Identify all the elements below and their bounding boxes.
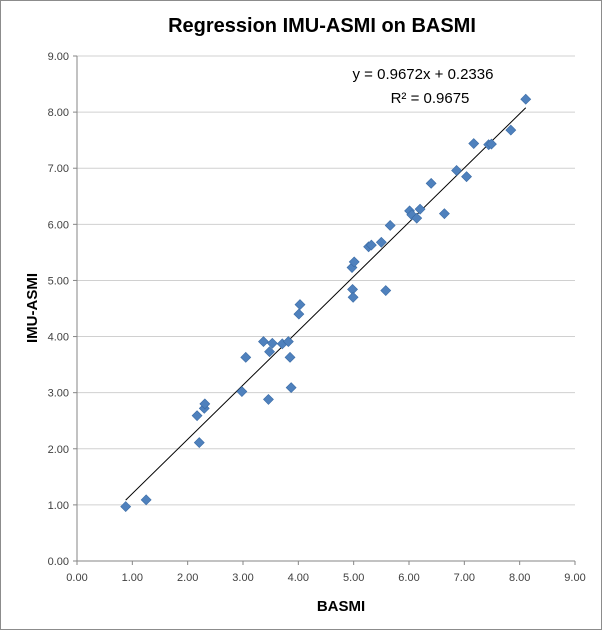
data-point [140, 494, 152, 506]
data-point [193, 437, 205, 449]
x-tick-label: 3.00 [232, 572, 253, 584]
data-point [264, 346, 275, 358]
data-point [451, 165, 463, 176]
y-tick-label: 1.00 [48, 500, 69, 512]
data-point [282, 336, 294, 348]
data-point [284, 351, 296, 363]
data-point [294, 299, 306, 310]
data-point [293, 308, 305, 320]
axes [73, 55, 576, 565]
data-point [285, 382, 297, 394]
data-point [384, 220, 396, 231]
x-tick-label: 0.00 [66, 572, 87, 584]
trendline-group [125, 107, 527, 501]
data-point [263, 393, 274, 405]
trendline [125, 107, 527, 501]
data-point [414, 203, 426, 215]
y-tick-labels: 0.00 1.00 2.00 3.00 4.00 5.00 6.00 7.00 8.00 9.00 [48, 51, 69, 568]
gridlines [77, 55, 575, 506]
x-tick-label: 6.00 [398, 572, 419, 584]
y-axis-title: IMU-ASMI [24, 273, 41, 343]
y-tick-label: 4.00 [48, 332, 69, 344]
data-point [258, 336, 269, 348]
x-tick-label: 7.00 [454, 572, 475, 584]
data-point [348, 256, 360, 268]
y-tick-label: 6.00 [48, 219, 69, 231]
x-tick-label: 8.00 [509, 572, 530, 584]
y-tick-label: 3.00 [48, 388, 69, 400]
x-axis-title: BASMI [317, 598, 365, 615]
data-point [347, 291, 359, 303]
data-point [438, 208, 450, 220]
x-tick-label: 5.00 [343, 572, 364, 584]
data-point [461, 171, 472, 183]
data-point [199, 398, 211, 410]
x-tick-label: 4.00 [288, 572, 309, 584]
x-tick-labels: 0.00 1.00 2.00 3.00 4.00 5.00 6.00 7.00 8.00 9.00 [66, 572, 585, 584]
data-point [240, 351, 252, 363]
y-tick-label: 8.00 [48, 107, 69, 119]
data-point [236, 386, 248, 397]
y-tick-label: 7.00 [48, 163, 69, 175]
data-point [375, 236, 387, 248]
data-point [120, 501, 132, 512]
x-tick-label: 1.00 [122, 572, 143, 584]
data-point [266, 337, 278, 349]
data-point [380, 285, 392, 296]
chart-title: Regression IMU-ASMI on BASMI [168, 15, 476, 37]
y-tick-label: 0.00 [48, 556, 69, 568]
x-tick-label: 2.00 [177, 572, 198, 584]
data-point [191, 410, 203, 422]
regression-equation: y = 0.9672x + 0.2336 [353, 66, 494, 83]
data-point [505, 124, 517, 136]
y-tick-label: 9.00 [48, 51, 69, 63]
x-tick-label: 9.00 [564, 572, 585, 584]
data-points [120, 93, 532, 512]
r-squared-label: R² = 0.9675 [391, 90, 470, 107]
y-tick-label: 2.00 [48, 444, 69, 456]
data-point [365, 239, 377, 251]
y-tick-label: 5.00 [48, 275, 69, 287]
data-point [520, 93, 532, 105]
data-point [411, 212, 423, 224]
data-point [486, 138, 497, 150]
data-point [468, 138, 480, 149]
data-point [425, 177, 437, 189]
